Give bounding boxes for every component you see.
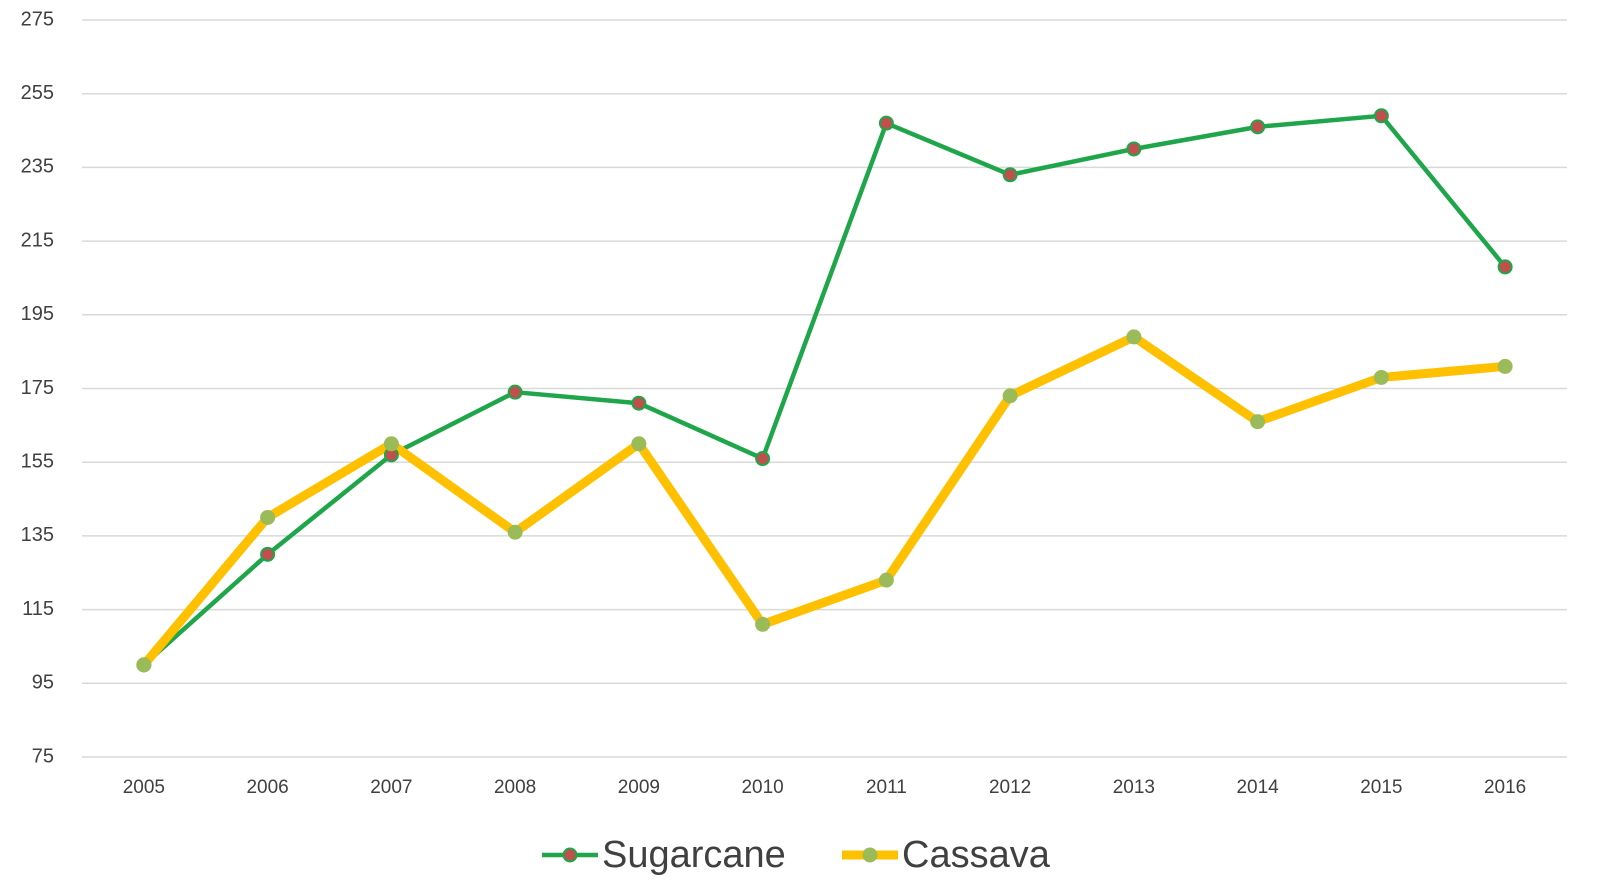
series-marker: [631, 436, 647, 452]
legend-marker: [862, 847, 878, 863]
series-marker: [136, 657, 152, 673]
series-marker: [755, 451, 771, 467]
y-tick-label: 215: [21, 229, 54, 251]
series-marker: [260, 546, 276, 562]
y-tick-label: 175: [21, 377, 54, 399]
series-marker: [1497, 358, 1513, 374]
series-marker: [1126, 141, 1142, 157]
series-marker: [878, 572, 894, 588]
x-tick-label: 2014: [1236, 777, 1279, 798]
x-tick-label: 2010: [741, 777, 783, 798]
series-marker: [1250, 119, 1266, 135]
y-tick-label: 195: [21, 303, 54, 325]
y-tick-label: 275: [21, 8, 54, 30]
x-tick-label: 2016: [1484, 777, 1526, 798]
x-tick-label: 2011: [866, 777, 907, 798]
legend-marker: [562, 847, 578, 863]
x-tick-label: 2005: [123, 777, 165, 798]
series-marker: [1497, 259, 1513, 275]
legend-label: Sugarcane: [602, 834, 786, 876]
y-tick-label: 155: [21, 450, 54, 472]
y-tick-label: 135: [21, 524, 54, 546]
series-marker: [1002, 167, 1018, 183]
x-tick-label: 2013: [1113, 777, 1155, 798]
y-tick-label: 255: [21, 82, 54, 104]
x-tick-label: 2009: [618, 777, 660, 798]
series-marker: [1002, 388, 1018, 404]
x-tick-label: 2007: [370, 777, 412, 798]
x-tick-label: 2008: [494, 777, 536, 798]
series-marker: [507, 524, 523, 540]
x-tick-label: 2012: [989, 777, 1031, 798]
series-marker: [507, 384, 523, 400]
series-marker: [1250, 414, 1266, 430]
y-tick-label: 235: [21, 156, 54, 178]
series-marker: [1373, 369, 1389, 385]
series-marker: [260, 509, 276, 525]
legend-label: Cassava: [902, 834, 1051, 876]
series-marker: [1126, 329, 1142, 345]
series-marker: [755, 616, 771, 632]
y-tick-label: 115: [22, 598, 54, 620]
series-marker: [631, 395, 647, 411]
x-tick-label: 2006: [246, 777, 288, 798]
series-marker: [1373, 108, 1389, 124]
series-line: [139, 332, 1510, 670]
series-marker: [383, 436, 399, 452]
y-tick-label: 95: [32, 672, 54, 694]
y-tick-label: 75: [32, 745, 54, 767]
series-line: [141, 113, 1508, 668]
series-marker: [878, 115, 894, 131]
x-tick-label: 2015: [1360, 777, 1402, 798]
